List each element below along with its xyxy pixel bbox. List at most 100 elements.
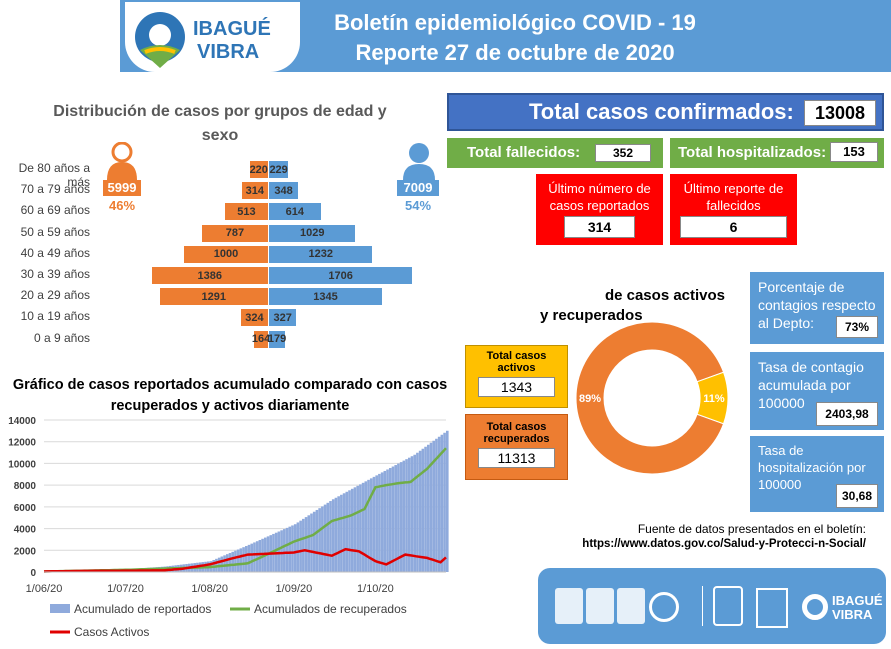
reported-bar [302, 518, 305, 572]
female-pct: 46% [108, 198, 136, 213]
female-bar: 513 [224, 203, 268, 221]
reported-bar [236, 549, 240, 572]
reported-bar [443, 432, 446, 572]
reported-bar [288, 526, 292, 572]
reported-bar [277, 531, 281, 572]
reported-bar [223, 555, 226, 572]
cum-rate-value: 2403,98 [816, 402, 878, 426]
donut-title-line2: y recuperados [540, 307, 643, 324]
reported-bar [310, 513, 313, 572]
reported-bar [280, 530, 283, 572]
male-bar: 1345 [269, 288, 382, 306]
hospitalized-label: Total hospitalizados: [678, 144, 827, 161]
reported-bar [410, 456, 414, 572]
y-tick-label: 14000 [8, 416, 36, 427]
hospitalized-value: 153 [830, 142, 878, 162]
source-label: Fuente de datos presentados en el boletí… [637, 522, 866, 536]
total-confirmed-label: Total casos confirmados: [529, 99, 794, 124]
last-cases-value: 314 [564, 216, 635, 238]
female-bar: 1291 [159, 288, 268, 306]
reported-bar [380, 472, 384, 572]
reported-bar [388, 468, 392, 572]
last-cases-label: Último número de casos reportados [548, 181, 651, 213]
y-tick-label: 2000 [14, 546, 37, 557]
reported-bar [225, 554, 229, 572]
reported-bar [250, 543, 254, 572]
female-total: 5999 [103, 180, 141, 196]
deaths-card: Total fallecidos: 352 [447, 138, 663, 168]
iqnet-logo [649, 592, 679, 622]
deaths-value: 352 [595, 144, 651, 162]
source-link[interactable]: https://www.datos.gov.co/Salud-y-Protecc… [582, 538, 866, 550]
y-tick-label: 12000 [8, 438, 36, 449]
reported-bar [386, 469, 389, 572]
y-tick-label: 4000 [14, 525, 37, 536]
male-bar: 1029 [269, 224, 356, 242]
recovered-cases-value: 11313 [478, 448, 555, 468]
reported-bar [299, 520, 302, 572]
age-group-label: 40 a 49 años [20, 245, 90, 260]
reported-bar [340, 494, 343, 572]
title-line2: Reporte 27 de octubre de 2020 [355, 40, 675, 65]
male-bar: 1706 [269, 267, 413, 284]
age-group-label: 30 a 39 años [20, 267, 90, 281]
reported-bar [331, 499, 335, 572]
reported-bar [253, 542, 256, 572]
reported-bar [440, 434, 444, 572]
reported-bar [429, 442, 433, 572]
female-bar: 164 [252, 330, 270, 348]
hospitalized-card: Total hospitalizados: 153 [670, 138, 884, 168]
reported-bar [247, 544, 251, 572]
reported-bar [220, 556, 224, 572]
svg-text:VIBRA: VIBRA [197, 41, 259, 63]
legend-label: Acumulado de reportados [74, 602, 211, 616]
reported-bar [283, 529, 286, 572]
female-bar: 1386 [151, 267, 268, 284]
age-group-label: De 80 años a más [18, 161, 90, 189]
reported-bar [228, 553, 232, 572]
active-cases-value: 1343 [478, 377, 555, 397]
reported-bar [321, 506, 324, 572]
cum-rate-label: Tasa de contagio acumulada por 100000 [758, 359, 864, 411]
reported-bar [348, 490, 351, 572]
dept-share-card: Porcentaje de contagios respecto al Dept… [750, 272, 884, 344]
svg-text:IBAGUÉ: IBAGUÉ [193, 17, 271, 40]
reported-bar [285, 527, 289, 572]
reported-bar [255, 541, 259, 572]
reported-bar [378, 473, 381, 572]
reported-bar [437, 436, 441, 572]
reported-bar [364, 481, 368, 572]
y-tick-label: 6000 [14, 503, 37, 514]
age-group-label: 70 a 79 años [20, 182, 90, 197]
reported-bar [307, 515, 311, 572]
hosp-rate-label: Tasa de hospitalización por 100000 [758, 443, 866, 492]
reported-bar [426, 444, 430, 572]
active-cases-label: Total casos activos [486, 350, 547, 374]
legend-swatch [50, 604, 70, 613]
donut-chart: 89% 11% [575, 321, 729, 475]
reported-bar [234, 550, 237, 572]
reported-bar [318, 508, 321, 572]
reported-bar [326, 502, 330, 572]
reported-bar [342, 493, 346, 572]
reported-bar [402, 460, 406, 572]
reported-bar [383, 470, 387, 572]
last-deaths-value: 6 [680, 216, 787, 238]
age-group-label: 50 a 59 años [20, 224, 90, 239]
reported-bar [413, 454, 417, 572]
x-tick-label: 1/06/20 [26, 583, 63, 595]
x-tick-label: 1/10/20 [357, 583, 394, 595]
y-tick-label: 10000 [8, 459, 36, 470]
reported-bar [231, 551, 235, 572]
male-total: 7009 [397, 180, 439, 196]
dept-share-label: Porcentaje de contagios respecto al Dept… [758, 279, 876, 331]
reported-bar [356, 485, 359, 572]
icontec-logo [555, 588, 583, 624]
musical-logo [756, 588, 788, 628]
reported-bar [359, 484, 362, 572]
active-slice [696, 371, 729, 425]
ibague-vibra-logo: IBAGUÉ VIBRA [125, 2, 300, 72]
reported-bar [424, 446, 427, 572]
y-tick-label: 8000 [14, 481, 37, 492]
hosp-rate-value: 30,68 [836, 484, 878, 508]
